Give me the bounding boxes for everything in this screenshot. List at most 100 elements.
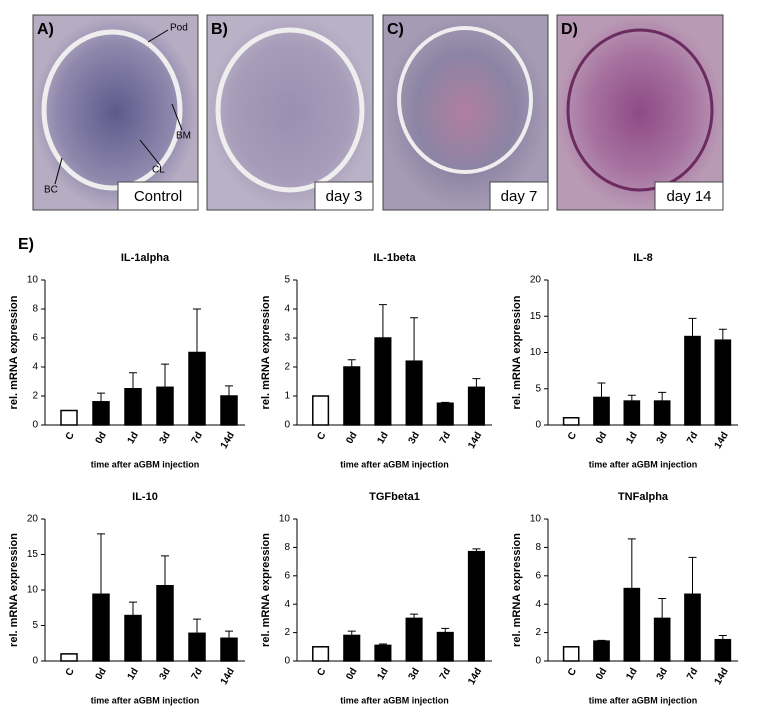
error-bar [347,359,356,367]
bar [467,550,485,662]
x-tick-label: 14d [466,666,484,686]
x-axis-label: time after aGBM injection [589,695,698,705]
bar [684,335,701,426]
y-tick-label: 10 [530,514,542,525]
pointer [171,103,183,131]
bar [653,400,671,426]
y-tick-label: 5 [32,620,38,631]
bar [124,614,142,662]
bar [374,644,392,662]
y-tick-label: 15 [27,549,39,560]
error-bar [129,601,137,616]
panel-caption: day 7 [501,188,538,205]
bar [343,366,361,426]
y-tick-label: 5 [535,383,541,394]
y-tick-label: 2 [284,362,290,373]
x-tick-label: 7d [685,666,700,682]
panel-letter: B) [211,21,228,38]
x-tick-label: C [315,666,328,678]
error-bar [472,548,481,552]
bar [60,653,78,662]
y-tick-label: 1 [284,391,290,402]
micrograph [32,14,199,211]
error-bar [627,394,636,402]
capsule [397,26,533,174]
x-axis-label: time after aGBM injection [340,695,449,705]
x-tick-label: 1d [126,430,141,446]
chart-title: IL-1alpha [121,252,170,264]
x-tick-label: C [566,430,579,442]
error-bar [441,627,450,633]
capsule [215,27,365,193]
bar [436,631,454,662]
bar [92,401,110,426]
bar [562,646,580,662]
error-bar [658,391,667,402]
x-tick-label: 3d [655,666,670,682]
error-bar [161,555,169,586]
x-tick-label: 1d [126,666,141,682]
x-tick-label: 7d [438,666,453,682]
error-bar [97,392,105,402]
annotation: CL [152,165,165,176]
error-bar [718,634,727,640]
bar [60,409,78,426]
error-bar [225,630,233,639]
x-tick-label: 0d [94,666,109,682]
y-tick-label: 10 [27,585,39,596]
error-bar [378,304,387,338]
y-tick-label: 10 [530,347,542,358]
bar [714,339,732,426]
capsule [41,29,183,191]
error-bar [161,363,169,388]
capsule [566,28,714,192]
annotation: BC [44,185,58,196]
y-axis-label: rel. mRNA expression [8,533,20,647]
x-tick-label: C [64,430,77,442]
x-axis-label: time after aGBM injection [589,459,698,469]
chart-title: TNFalpha [618,491,669,503]
figure-label: E) [18,236,34,253]
y-tick-label: 0 [284,420,290,431]
chart-title: IL-1beta [373,252,416,264]
bar [156,584,174,662]
error-bar [441,401,450,404]
x-tick-label: 0d [594,666,609,682]
x-tick-label: 1d [375,666,390,682]
x-tick-label: C [315,430,328,442]
bar [188,351,206,426]
caption-box [489,181,549,211]
y-tick-label: 20 [27,514,39,525]
panel-letter: D) [561,21,578,38]
y-tick-label: 0 [535,420,541,431]
bar [593,396,610,426]
error-bar [193,308,201,353]
y-tick-label: 2 [32,391,38,402]
x-tick-label: 3d [158,430,173,446]
bar [188,632,206,662]
bar [312,646,330,662]
caption-box [117,181,199,211]
y-tick-label: 6 [535,570,541,581]
x-tick-label: 3d [655,430,670,446]
error-bar [97,533,105,595]
y-tick-label: 4 [535,599,541,610]
x-tick-label: 14d [713,430,731,450]
error-bar [129,372,137,389]
x-tick-label: 7d [438,430,453,446]
y-tick-label: 15 [530,311,542,322]
micrograph [556,14,724,211]
bar [623,400,641,426]
chart-title: IL-10 [132,491,158,503]
error-bar [627,538,636,589]
error-bar [688,556,697,595]
bar [714,638,732,662]
x-tick-label: 7d [190,666,205,682]
bar [374,337,392,426]
micrographs: A) B) C) D) Control day 3 day 7 day 14 P… [32,14,724,211]
x-tick-label: 3d [407,666,422,682]
x-tick-label: 0d [344,430,359,446]
x-tick-label: 0d [594,430,609,446]
x-tick-label: 14d [219,666,237,686]
